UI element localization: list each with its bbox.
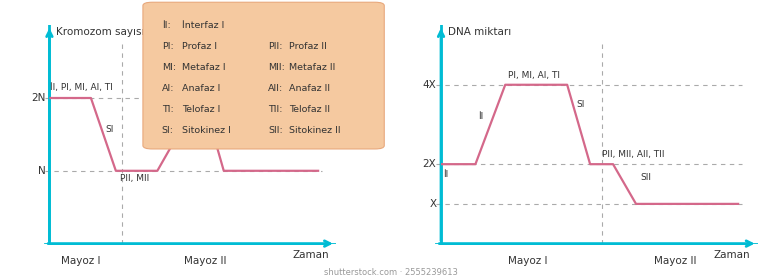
- Text: Sitokinez II: Sitokinez II: [289, 126, 341, 135]
- Text: 4X: 4X: [423, 80, 437, 90]
- Text: X: X: [430, 199, 437, 209]
- Text: Anafaz I: Anafaz I: [182, 84, 220, 93]
- Text: Mayoz II: Mayoz II: [654, 256, 696, 266]
- Text: Telofaz II: Telofaz II: [289, 105, 330, 114]
- Text: Metafaz II: Metafaz II: [289, 63, 335, 72]
- Text: TII: TII: [193, 83, 203, 92]
- Text: Telofaz I: Telofaz I: [182, 105, 220, 114]
- Text: İI: İI: [478, 111, 483, 120]
- Text: DNA miktarı: DNA miktarı: [448, 27, 511, 38]
- Text: AI:: AI:: [162, 84, 174, 93]
- Text: Kromozom sayısı: Kromozom sayısı: [55, 27, 144, 38]
- Text: N: N: [37, 166, 45, 176]
- Text: Mayoz I: Mayoz I: [61, 256, 100, 266]
- Text: İI, PI, MI, AI, TI: İI, PI, MI, AI, TI: [51, 83, 113, 92]
- Text: Profaz I: Profaz I: [182, 42, 217, 51]
- Text: Zaman: Zaman: [292, 250, 329, 260]
- Text: SI: SI: [576, 100, 585, 109]
- Text: PII, MII, AII, TII: PII, MII, AII, TII: [601, 150, 664, 159]
- Text: İI:: İI:: [162, 21, 170, 30]
- Text: Anafaz II: Anafaz II: [289, 84, 330, 93]
- Text: AII:: AII:: [268, 84, 284, 93]
- Text: Metafaz I: Metafaz I: [182, 63, 226, 72]
- Text: MI:: MI:: [162, 63, 176, 72]
- Text: PI:: PI:: [162, 42, 173, 51]
- Text: Sitokinez I: Sitokinez I: [182, 126, 231, 135]
- Text: 2X: 2X: [423, 159, 437, 169]
- Text: İnterfaz I: İnterfaz I: [182, 21, 224, 30]
- Text: PII:: PII:: [268, 42, 283, 51]
- Text: PII, MII: PII, MII: [120, 174, 149, 183]
- Text: shutterstock.com · 2555239613: shutterstock.com · 2555239613: [323, 268, 458, 277]
- Text: SI:: SI:: [162, 126, 173, 135]
- Text: SII: SII: [218, 125, 229, 134]
- Text: Zaman: Zaman: [713, 250, 750, 260]
- Text: PI, MI, AI, TI: PI, MI, AI, TI: [508, 71, 559, 80]
- Text: SII: SII: [640, 173, 651, 182]
- Text: İI: İI: [444, 170, 448, 179]
- Text: Profaz II: Profaz II: [289, 42, 326, 51]
- Text: Mayoz I: Mayoz I: [508, 256, 548, 266]
- Text: TI:: TI:: [162, 105, 173, 114]
- Text: AII: AII: [162, 125, 173, 134]
- Text: 2N: 2N: [31, 93, 45, 103]
- Text: Mayoz II: Mayoz II: [184, 256, 226, 266]
- Text: MII:: MII:: [268, 63, 285, 72]
- Text: SI: SI: [105, 125, 114, 134]
- Text: TII:: TII:: [268, 105, 283, 114]
- Text: SII:: SII:: [268, 126, 283, 135]
